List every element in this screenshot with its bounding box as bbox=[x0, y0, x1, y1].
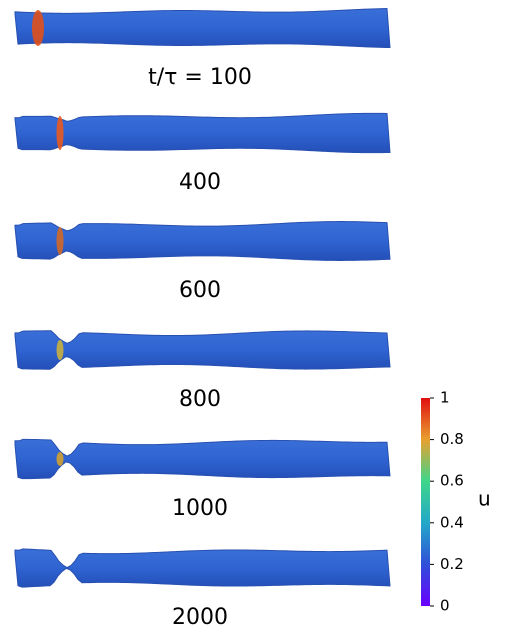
tube bbox=[15, 331, 390, 369]
high-u-band bbox=[32, 10, 44, 46]
tube bbox=[15, 549, 390, 587]
colorbar-gradient bbox=[421, 398, 430, 606]
panel-label: 1000 bbox=[172, 496, 228, 521]
tube-panel: 600 bbox=[15, 222, 390, 303]
panel-label: 400 bbox=[179, 170, 221, 195]
tube-panel: 1000 bbox=[15, 439, 390, 521]
high-u-band bbox=[57, 340, 64, 360]
colorbar-tick-label: 0.4 bbox=[440, 513, 464, 531]
tube-panel: 2000 bbox=[15, 549, 390, 630]
tube bbox=[15, 222, 390, 261]
colorbar: u 0 0.2 0.4 0.6 0.8 1 bbox=[421, 389, 491, 615]
colorbar-tick-label: 1 bbox=[440, 389, 450, 407]
colorbar-tick-label: 0.2 bbox=[440, 555, 464, 573]
colorbar-tick-label: 0.6 bbox=[440, 472, 464, 490]
figure: t/τ = 100 400 600 800 1000 2000 u 0 0.2 0.4 0.6 0… bbox=[0, 0, 517, 642]
high-u-band bbox=[57, 116, 64, 150]
tube bbox=[15, 9, 390, 48]
panel-label: 600 bbox=[179, 278, 221, 303]
tube-panel: 800 bbox=[15, 331, 390, 412]
colorbar-tick-label: 0.8 bbox=[440, 430, 464, 448]
high-u-band bbox=[57, 452, 64, 466]
colorbar-label: u bbox=[478, 487, 491, 511]
colorbar-tick-label: 0 bbox=[440, 597, 450, 615]
panel-label: 2000 bbox=[172, 605, 228, 630]
tube-panel: 400 bbox=[15, 113, 390, 195]
panels: t/τ = 100 400 600 800 1000 2000 bbox=[15, 9, 390, 630]
high-u-band bbox=[57, 227, 64, 255]
tube bbox=[15, 439, 390, 478]
tube bbox=[15, 113, 390, 152]
panel-label: t/τ = 100 bbox=[148, 65, 252, 90]
tube-panel: t/τ = 100 bbox=[15, 9, 390, 90]
panel-label: 800 bbox=[179, 387, 221, 412]
